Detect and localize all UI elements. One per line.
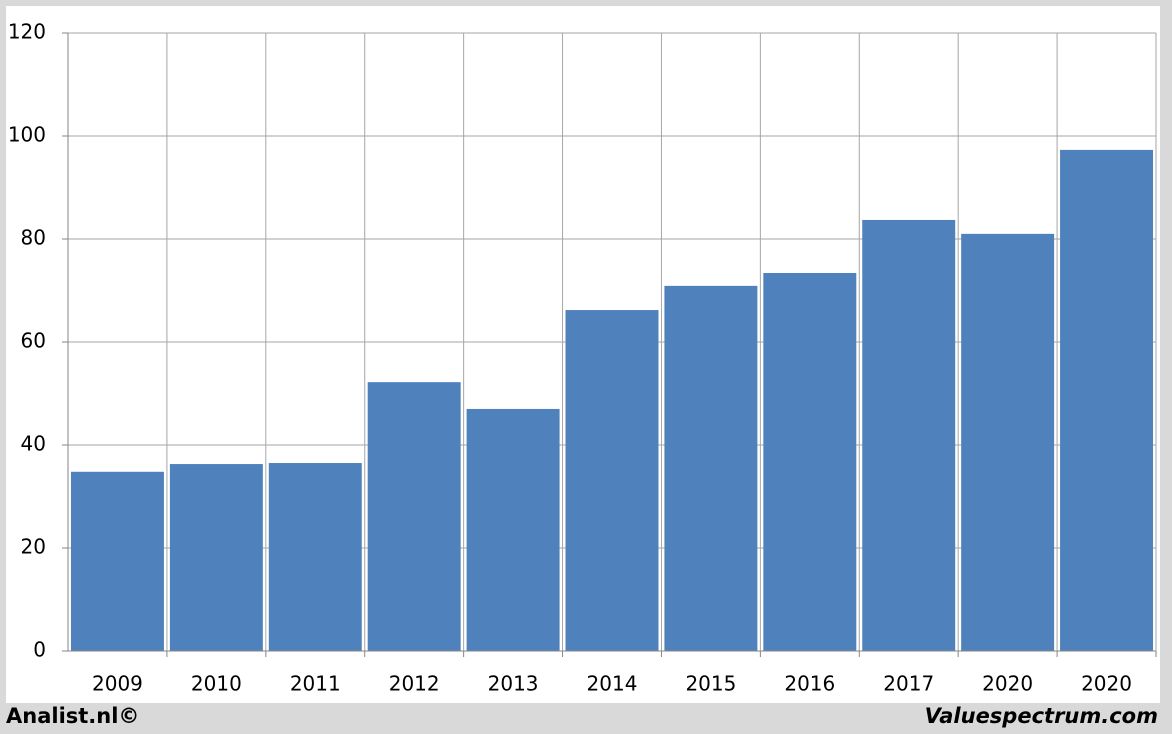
bar (961, 233, 1055, 651)
bar (763, 272, 857, 651)
x-tick-label: 2009 (92, 672, 143, 696)
y-tick-label: 20 (21, 535, 46, 559)
x-tick-label: 2012 (389, 672, 440, 696)
y-tick-label: 60 (21, 329, 46, 353)
bar (268, 463, 362, 651)
y-tick-label: 100 (8, 123, 46, 147)
bar (70, 471, 164, 651)
bar (565, 310, 659, 651)
bar (664, 285, 758, 651)
y-tick-label: 120 (8, 20, 46, 44)
y-tick-label: 0 (33, 638, 46, 662)
bar (862, 219, 956, 651)
footer-right: Valuespectrum.com (925, 704, 1158, 728)
bar (1060, 149, 1154, 651)
x-tick-label: 2011 (290, 672, 341, 696)
x-tick-label: 2013 (488, 672, 539, 696)
x-tick-label: 2014 (587, 672, 638, 696)
x-tick-label: 2016 (784, 672, 835, 696)
footer-left: Analist.nl© (6, 704, 139, 728)
x-tick-label: 2015 (685, 672, 736, 696)
y-tick-label: 80 (21, 226, 46, 250)
bar (466, 408, 560, 651)
bar (169, 464, 263, 651)
y-tick-label: 40 (21, 432, 46, 456)
x-tick-label: 2010 (191, 672, 242, 696)
x-tick-label: 2020 (982, 672, 1033, 696)
bar (367, 382, 461, 651)
x-tick-label: 2017 (883, 672, 934, 696)
x-tick-label: 2020 (1081, 672, 1132, 696)
